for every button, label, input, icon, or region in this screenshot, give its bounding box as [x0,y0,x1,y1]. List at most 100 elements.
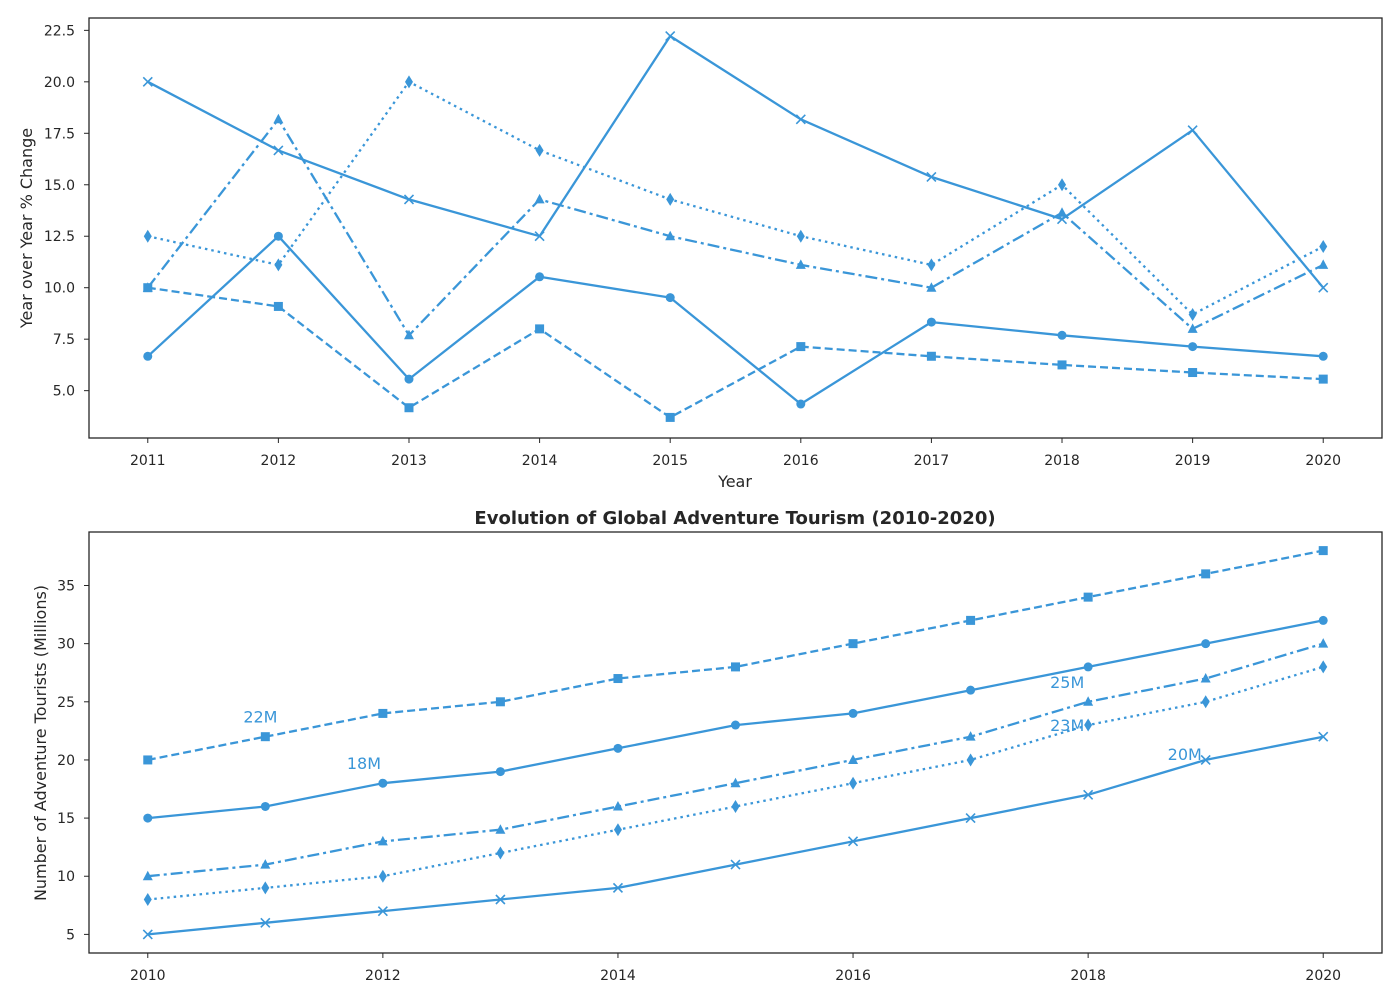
y-tick-label: 5.0 [53,384,75,400]
y-tick-label: 20 [57,753,75,769]
series-4 [143,660,1328,907]
data-point [965,813,976,824]
data-point [1200,754,1211,766]
data-point [665,230,676,241]
y-tick-label: 10.0 [44,281,75,297]
data-point [403,194,415,205]
series-3 [142,638,1329,881]
data-point [1083,696,1094,706]
data-point [1318,731,1329,742]
data-point [143,229,152,243]
data-point [1188,368,1198,378]
y-tick-label: 22.5 [44,23,75,39]
data-point [927,258,936,272]
series-5 [142,31,1329,293]
data-point [731,720,740,730]
data-point [273,231,283,241]
data-point [143,893,152,907]
data-point [1056,214,1068,225]
data-annotation: 22M [243,708,277,727]
data-point [142,282,153,292]
y-axis-label: Number of Adventure Tourists (Millions) [31,585,50,901]
y-tick-label: 7.5 [53,332,75,348]
data-point [260,859,271,869]
data-point [378,778,388,788]
data-point [731,799,740,813]
plot-frame [88,531,1383,954]
data-point [260,732,270,742]
y-tick-label: 15.0 [44,178,75,194]
data-point [1187,323,1198,333]
data-point [1057,207,1068,217]
x-tick-label: 2018 [1044,453,1080,469]
data-point [143,755,153,765]
data-point [731,662,740,672]
y-tick-label: 15 [57,811,75,827]
data-point [143,813,153,823]
series-line [147,34,1325,289]
x-tick-label: 2019 [1175,453,1211,469]
data-point [613,674,623,684]
data-point [143,351,153,361]
data-point [404,374,414,384]
data-point [848,708,858,718]
data-point [795,114,806,125]
series-2 [143,546,1328,765]
data-point [730,777,741,788]
data-point [1318,374,1328,384]
series-layer [142,546,1329,940]
y-tick-label: 30 [57,637,75,653]
data-point [848,639,858,649]
series-line [147,735,1324,936]
data-point [1318,638,1329,648]
data-point [1318,615,1328,625]
data-point [142,76,153,87]
data-point [795,259,806,269]
data-point [378,708,388,718]
data-point [926,317,936,327]
y-tick-label: 25 [57,695,75,711]
data-point [1318,259,1329,269]
data-point [1201,639,1211,649]
x-tick-label: 2015 [652,453,688,469]
data-point [377,906,388,917]
x-tick-label: 2020 [1305,968,1341,984]
data-point [273,113,284,124]
data-point [613,743,623,753]
data-point [966,615,976,625]
series-layer [142,31,1329,422]
data-point [535,143,544,157]
data-point [1318,546,1328,556]
data-point [965,731,976,741]
data-point [926,282,937,292]
data-point [1084,718,1093,732]
data-point [1188,342,1198,352]
data-point [403,329,414,340]
data-point [1083,592,1093,602]
data-point [1058,178,1067,192]
data-point [796,229,805,243]
yoy-change-chart: 2011 2012 2013 2014 2015 2016 2017 2018 2019 2020… [17,17,1383,491]
y-tick-label: 35 [57,578,75,594]
data-point [142,870,153,881]
data-point [1188,307,1197,321]
chart-title: Evolution of Global Adventure Tourism (2… [474,508,995,529]
data-point [1201,569,1211,579]
data-point [1319,240,1328,254]
data-point [966,753,975,767]
data-point [495,894,506,905]
data-point [848,754,859,764]
data-point [666,192,675,206]
data-point [612,882,624,893]
ticks-layer: 2011 2012 2013 2014 2015 2016 2017 2018 2019 2020… [44,23,1341,469]
y-axis-label: Year over Year % Change [17,128,36,329]
y-tick-label: 17.5 [44,126,75,142]
data-point [495,824,506,834]
data-annotation: 23M [1050,716,1084,735]
x-tick-label: 2012 [365,968,401,984]
data-point [847,836,859,847]
series-1 [143,615,1328,823]
x-tick-label: 2011 [130,453,166,469]
series-line [147,642,1324,878]
data-point [1200,673,1211,683]
